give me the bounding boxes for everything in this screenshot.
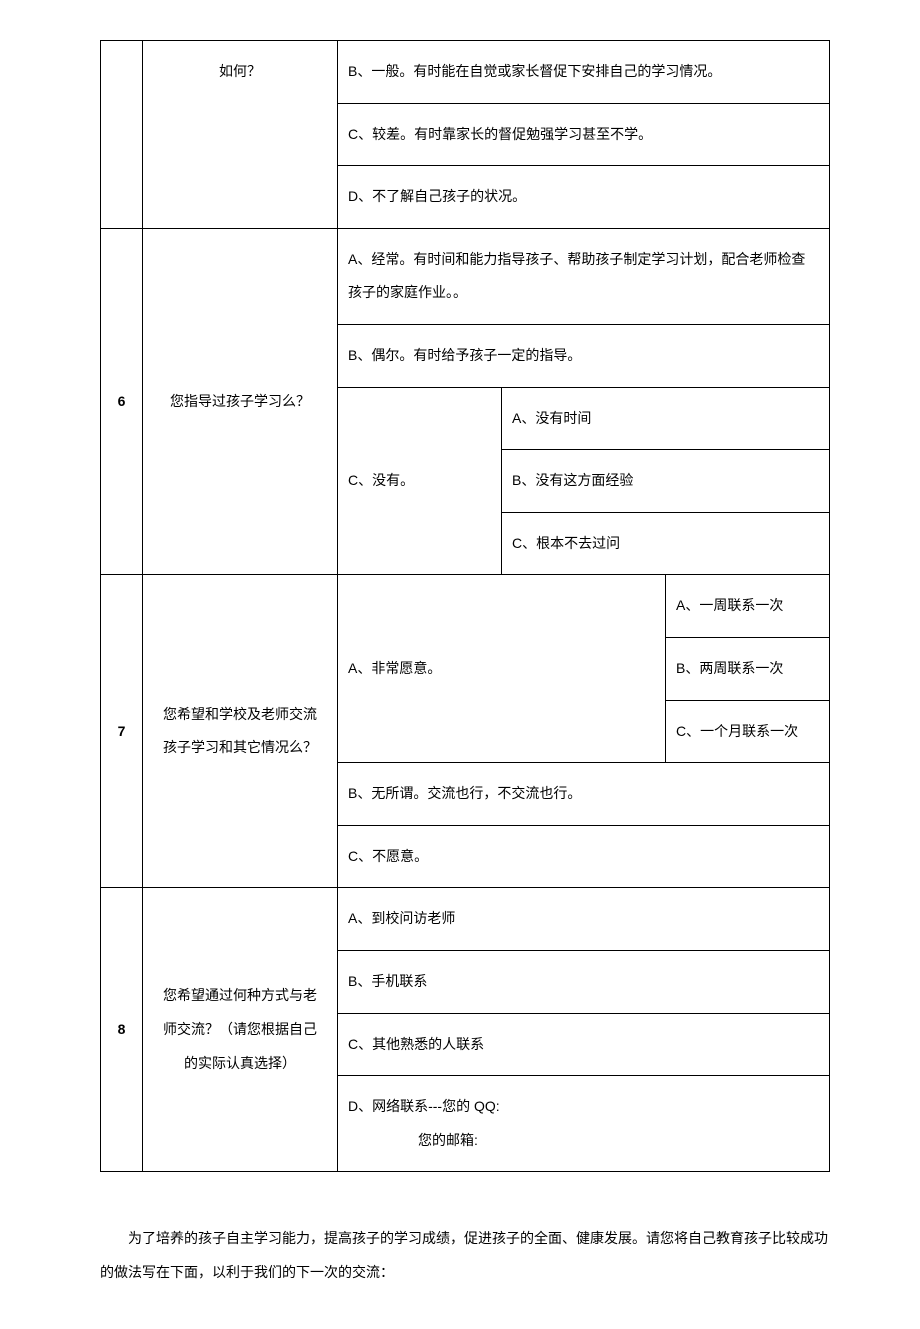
q8-question: 您希望通过何种方式与老师交流？（请您根据自己的实际认真选择）: [143, 888, 338, 1172]
q6-opt-b[interactable]: B、偶尔。有时给予孩子一定的指导。: [338, 324, 830, 387]
q5-question-fragment: 如何？: [143, 41, 338, 229]
q6-num: 6: [101, 228, 143, 575]
q5-opt-b[interactable]: B、一般。有时能在自觉或家长督促下安排自己的学习情况。: [338, 41, 830, 104]
q5-num: [101, 41, 143, 229]
q8-opt-a[interactable]: A、到校问访老师: [338, 888, 830, 951]
q7-opt-b[interactable]: B、无所谓。交流也行，不交流也行。: [338, 763, 830, 826]
footer-paragraph: 为了培养的孩子自主学习能力，提高孩子的学习成绩，促进孩子的全面、健康发展。请您将…: [100, 1222, 830, 1289]
q5-opt-d[interactable]: D、不了解自己孩子的状况。: [338, 166, 830, 229]
q6-opt-c-sub-c[interactable]: C、根本不去过问: [502, 512, 830, 575]
q7-question: 您希望和学校及老师交流孩子学习和其它情况么？: [143, 575, 338, 888]
q8-opt-b[interactable]: B、手机联系: [338, 950, 830, 1013]
q7-opt-a[interactable]: A、非常愿意。: [338, 575, 666, 763]
q6-opt-c-sub-b[interactable]: B、没有这方面经验: [502, 450, 830, 513]
q6-opt-c[interactable]: C、没有。: [338, 387, 502, 575]
q7-opt-a-sub-c[interactable]: C、一个月联系一次: [666, 700, 830, 763]
q8-num: 8: [101, 888, 143, 1172]
q6-opt-c-sub-a[interactable]: A、没有时间: [502, 387, 830, 450]
questionnaire-table: 如何？ B、一般。有时能在自觉或家长督促下安排自己的学习情况。 C、较差。有时靠…: [100, 40, 830, 1172]
q8-opt-d-line1: D、网络联系---您的 QQ:: [348, 1098, 500, 1114]
q7-opt-a-sub-a[interactable]: A、一周联系一次: [666, 575, 830, 638]
q6-opt-a[interactable]: A、经常。有时间和能力指导孩子、帮助孩子制定学习计划，配合老师检查孩子的家庭作业…: [338, 228, 830, 324]
q7-opt-a-sub-b[interactable]: B、两周联系一次: [666, 637, 830, 700]
q7-opt-c[interactable]: C、不愿意。: [338, 825, 830, 888]
q8-opt-d[interactable]: D、网络联系---您的 QQ: 您的邮箱:: [338, 1076, 830, 1172]
q8-opt-c[interactable]: C、其他熟悉的人联系: [338, 1013, 830, 1076]
q5-opt-c[interactable]: C、较差。有时靠家长的督促勉强学习甚至不学。: [338, 103, 830, 166]
q7-num: 7: [101, 575, 143, 888]
q6-question: 您指导过孩子学习么？: [143, 228, 338, 575]
q8-opt-d-line2: 您的邮箱:: [348, 1132, 478, 1148]
